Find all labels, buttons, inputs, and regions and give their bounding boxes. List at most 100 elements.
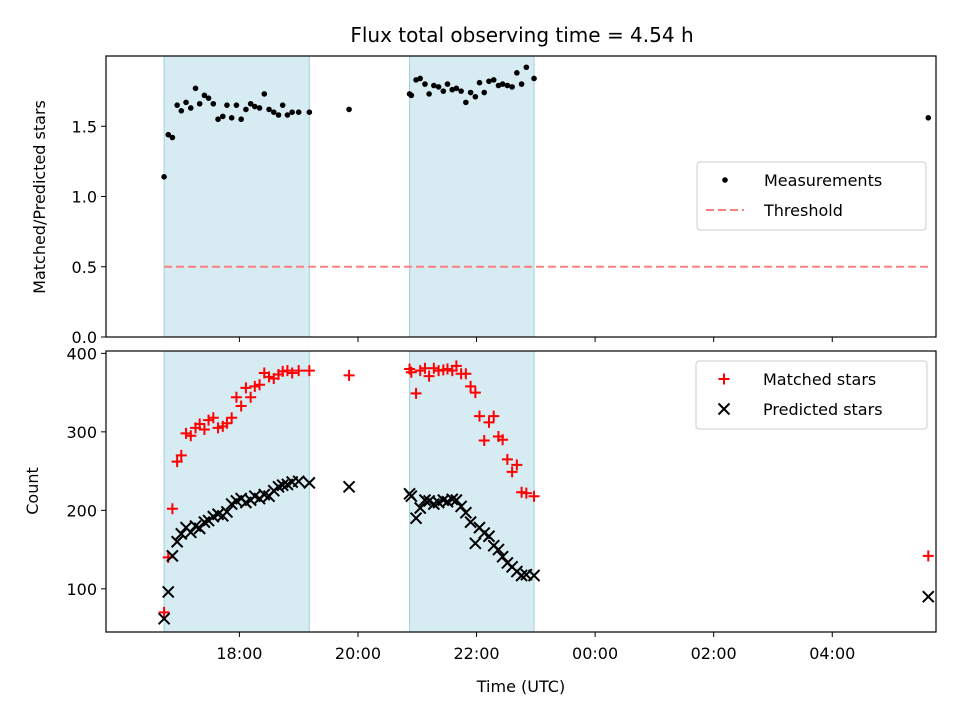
data-point-x	[482, 530, 496, 543]
data-point-plus	[166, 503, 178, 515]
data-point-x	[459, 506, 473, 519]
data-point-dot	[431, 82, 437, 89]
data-point-dot	[183, 99, 189, 106]
top-x-ticks	[238, 337, 833, 342]
data-point-x	[469, 537, 482, 550]
data-point-x	[170, 535, 184, 548]
data-point-dot	[444, 81, 451, 87]
data-point-x	[198, 515, 211, 529]
data-point-plus	[254, 379, 266, 391]
legend-label: Measurements	[764, 171, 882, 190]
data-point-plus	[221, 417, 233, 429]
data-point-plus	[501, 453, 513, 465]
data-point-dot	[174, 102, 180, 108]
data-point-plus	[474, 410, 485, 422]
data-point-dot	[165, 131, 172, 138]
data-point-dot	[233, 102, 240, 108]
data-point-x	[717, 402, 731, 416]
data-point-plus	[203, 414, 215, 426]
data-point-plus	[194, 418, 206, 430]
data-point-dot	[228, 115, 235, 121]
data-point-dot	[523, 64, 530, 71]
top-series	[161, 64, 932, 268]
bottom-x-ticks: 18:00 20:00 22:00 00:00 02:00 04:00	[216, 632, 855, 663]
data-point-plus	[185, 430, 197, 442]
data-point-plus	[922, 550, 934, 562]
bottom-y-axis-label: Count	[23, 467, 42, 515]
legend-label: Matched stars	[763, 370, 876, 389]
data-point-plus	[286, 367, 298, 379]
bottom-series	[157, 360, 935, 625]
data-point-plus	[410, 387, 422, 399]
data-point-plus	[245, 391, 257, 403]
data-point-dot	[169, 134, 176, 141]
top-legend: Measurements Threshold	[696, 161, 927, 231]
data-point-plus	[303, 365, 315, 377]
data-point-plus	[235, 400, 247, 412]
data-point-x	[276, 479, 289, 492]
data-point-plus	[343, 369, 355, 381]
data-point-dot	[238, 116, 244, 123]
data-point-dot	[201, 92, 208, 99]
x-tick-label: 20:00	[335, 644, 381, 663]
data-point-plus	[497, 434, 509, 446]
data-point-plus	[207, 412, 219, 424]
data-point-plus	[488, 410, 500, 422]
legend-label: Threshold	[763, 201, 843, 220]
data-point-dot	[453, 85, 460, 92]
data-point-dot	[467, 89, 474, 96]
data-point-dot	[196, 100, 203, 107]
data-point-x	[405, 490, 418, 503]
data-point-dot	[247, 100, 254, 107]
data-point-dot	[224, 102, 230, 108]
legend-box	[696, 161, 927, 231]
top-panel: 0.0 0.5 1.0 1.5 Matched/Predicted stars Mea…	[30, 55, 937, 347]
bottom-legend: Matched stars Predicted stars	[695, 360, 928, 430]
data-point-dot	[205, 95, 212, 101]
data-point-x	[184, 526, 197, 539]
data-point-plus	[293, 365, 305, 377]
data-point-dot	[486, 78, 492, 85]
bottom-axes-frame	[105, 350, 937, 633]
data-point-x	[292, 475, 305, 488]
data-point-dot	[306, 109, 313, 115]
data-point-dot	[422, 81, 428, 87]
data-point-plus	[198, 423, 210, 435]
data-point-dot	[518, 81, 525, 87]
data-point-dot	[499, 81, 506, 87]
data-point-dot	[284, 112, 291, 118]
data-point-plus	[460, 368, 472, 380]
data-point-plus	[414, 365, 426, 377]
shaded-interval-1	[409, 350, 535, 633]
data-point-dot	[215, 116, 221, 123]
data-point-dot	[289, 109, 295, 115]
data-point-plus	[469, 387, 481, 399]
top-shaded-intervals	[163, 55, 535, 338]
data-point-x	[166, 549, 179, 563]
data-point-plus	[240, 382, 252, 394]
data-point-dot	[514, 70, 520, 76]
data-point-x	[342, 480, 356, 493]
legend-box	[695, 360, 928, 430]
data-point-x	[464, 515, 477, 529]
data-point-x	[515, 569, 528, 582]
data-point-dot	[161, 174, 167, 180]
y-tick-label: 200	[66, 501, 97, 520]
data-point-dot	[346, 106, 352, 113]
y-tick-label: 300	[66, 423, 97, 442]
data-point-plus	[718, 373, 730, 385]
x-tick-label: 02:00	[691, 644, 737, 663]
x-tick-label: 22:00	[453, 644, 499, 663]
data-point-dot	[295, 109, 302, 115]
data-point-plus	[483, 416, 495, 428]
data-point-plus	[405, 366, 417, 378]
y-tick-label: 1.5	[72, 117, 97, 136]
data-point-dot	[187, 105, 194, 111]
data-point-x	[409, 511, 423, 525]
top-axes-frame	[105, 55, 937, 338]
data-point-x	[450, 493, 463, 507]
data-point-plus	[465, 380, 477, 392]
data-point-dot	[463, 99, 469, 106]
data-point-x	[303, 476, 316, 490]
